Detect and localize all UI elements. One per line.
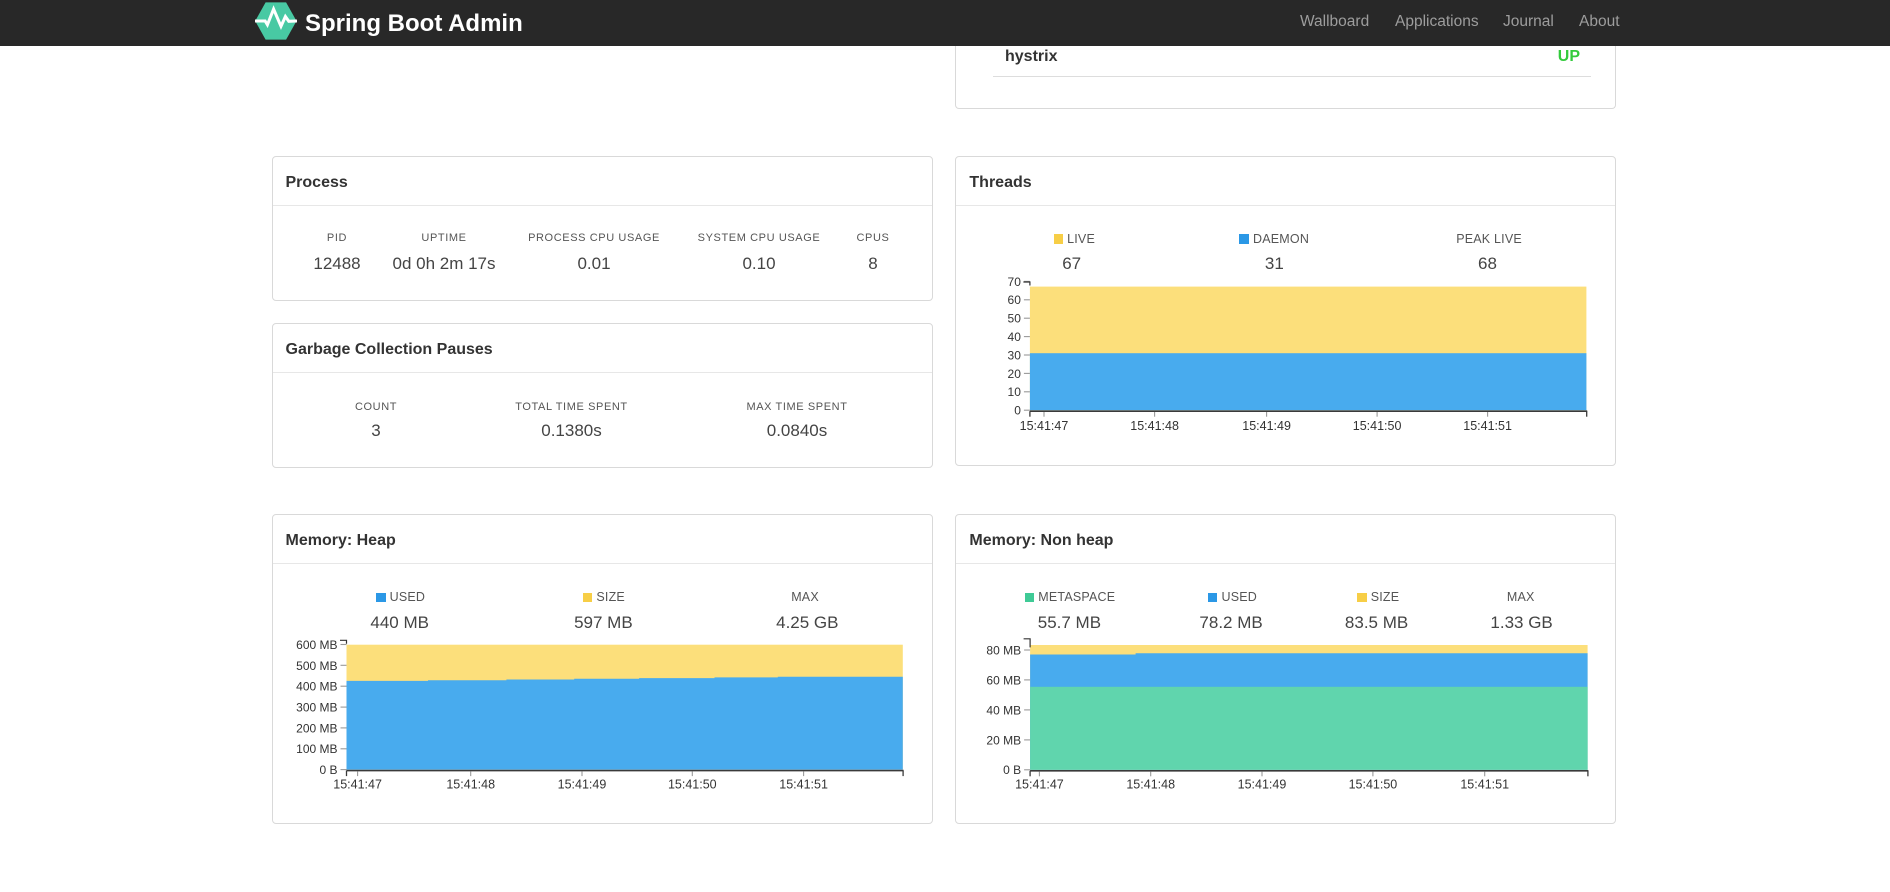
svg-text:70: 70 <box>1008 275 1022 289</box>
svg-text:15:41:47: 15:41:47 <box>1020 419 1069 433</box>
svg-text:100 MB: 100 MB <box>296 742 337 756</box>
svg-text:15:41:49: 15:41:49 <box>1243 419 1292 433</box>
svg-text:30: 30 <box>1008 349 1022 363</box>
svg-text:600 MB: 600 MB <box>296 638 337 652</box>
svg-text:20: 20 <box>1008 367 1022 381</box>
svg-text:40: 40 <box>1008 330 1022 344</box>
svg-text:15:41:47: 15:41:47 <box>1015 777 1064 791</box>
svg-text:15:41:50: 15:41:50 <box>667 777 716 791</box>
svg-text:200 MB: 200 MB <box>296 721 337 735</box>
svg-text:400 MB: 400 MB <box>296 679 337 693</box>
svg-text:15:41:49: 15:41:49 <box>557 777 606 791</box>
svg-text:15:41:47: 15:41:47 <box>333 777 382 791</box>
svg-text:60 MB: 60 MB <box>987 673 1022 687</box>
svg-text:40 MB: 40 MB <box>987 703 1022 717</box>
svg-text:10: 10 <box>1008 386 1022 400</box>
svg-text:0: 0 <box>1015 404 1022 418</box>
svg-text:60: 60 <box>1008 294 1022 308</box>
svg-text:15:41:51: 15:41:51 <box>1464 419 1513 433</box>
svg-text:0 B: 0 B <box>1003 763 1021 777</box>
svg-text:0 B: 0 B <box>319 763 337 777</box>
svg-text:15:41:48: 15:41:48 <box>1127 777 1176 791</box>
svg-text:15:41:48: 15:41:48 <box>446 777 495 791</box>
svg-text:15:41:51: 15:41:51 <box>1461 777 1510 791</box>
svg-text:15:41:51: 15:41:51 <box>779 777 828 791</box>
svg-text:15:41:49: 15:41:49 <box>1238 777 1287 791</box>
svg-text:15:41:50: 15:41:50 <box>1353 419 1402 433</box>
svg-text:50: 50 <box>1008 312 1022 326</box>
svg-text:80 MB: 80 MB <box>987 643 1022 657</box>
svg-text:300 MB: 300 MB <box>296 700 337 714</box>
svg-text:500 MB: 500 MB <box>296 659 337 673</box>
svg-text:20 MB: 20 MB <box>987 733 1022 747</box>
svg-text:15:41:50: 15:41:50 <box>1349 777 1398 791</box>
svg-text:15:41:48: 15:41:48 <box>1131 419 1180 433</box>
